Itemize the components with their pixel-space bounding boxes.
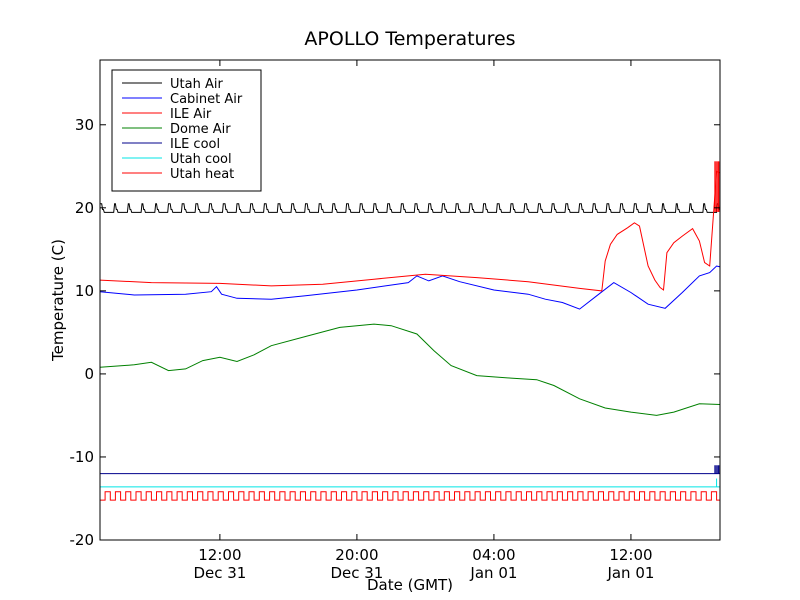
x-tick-label: 12:00 — [198, 546, 241, 564]
y-axis-label: Temperature (C) — [49, 239, 67, 362]
y-tick-label: 20 — [75, 199, 94, 217]
series-line-dome-air — [100, 323, 720, 416]
y-tick-label: 0 — [84, 365, 94, 383]
legend-box — [111, 69, 262, 192]
x-axis-label: Date (GMT) — [367, 576, 453, 594]
legend-label-cabinet-air: Cabinet Air — [170, 92, 243, 107]
y-tick-label: -20 — [70, 531, 95, 549]
series-line-utah-heat — [100, 491, 720, 501]
x-tick-sublabel: Dec 31 — [193, 564, 246, 582]
y-tick-label: 30 — [75, 116, 94, 134]
y-tick-label: -10 — [70, 448, 95, 466]
legend-label-ile-cool: ILE cool — [170, 137, 220, 152]
series-line-ile-air — [100, 170, 720, 292]
legend-label-utah-heat: Utah heat — [170, 167, 234, 182]
x-tick-label: 12:00 — [609, 546, 652, 564]
plot-area — [100, 161, 720, 501]
legend-label-dome-air: Dome Air — [170, 122, 231, 137]
legend-label-utah-air: Utah Air — [170, 77, 223, 92]
x-tick-label: 20:00 — [335, 546, 378, 564]
chart-title: APOLLO Temperatures — [304, 28, 515, 50]
series-line-cabinet-air — [100, 265, 720, 310]
series-line-utah-air — [100, 203, 720, 213]
x-tick-label: 04:00 — [472, 546, 515, 564]
x-tick-sublabel: Dec 31 — [330, 564, 383, 582]
axes-frame — [99, 59, 721, 541]
x-tick-sublabel: Jan 01 — [606, 564, 654, 582]
legend-label-ile-air: ILE Air — [170, 107, 212, 122]
legend-label-utah-cool: Utah cool — [170, 152, 232, 167]
y-tick-label: 10 — [75, 282, 94, 300]
x-tick-sublabel: Jan 01 — [469, 564, 517, 582]
